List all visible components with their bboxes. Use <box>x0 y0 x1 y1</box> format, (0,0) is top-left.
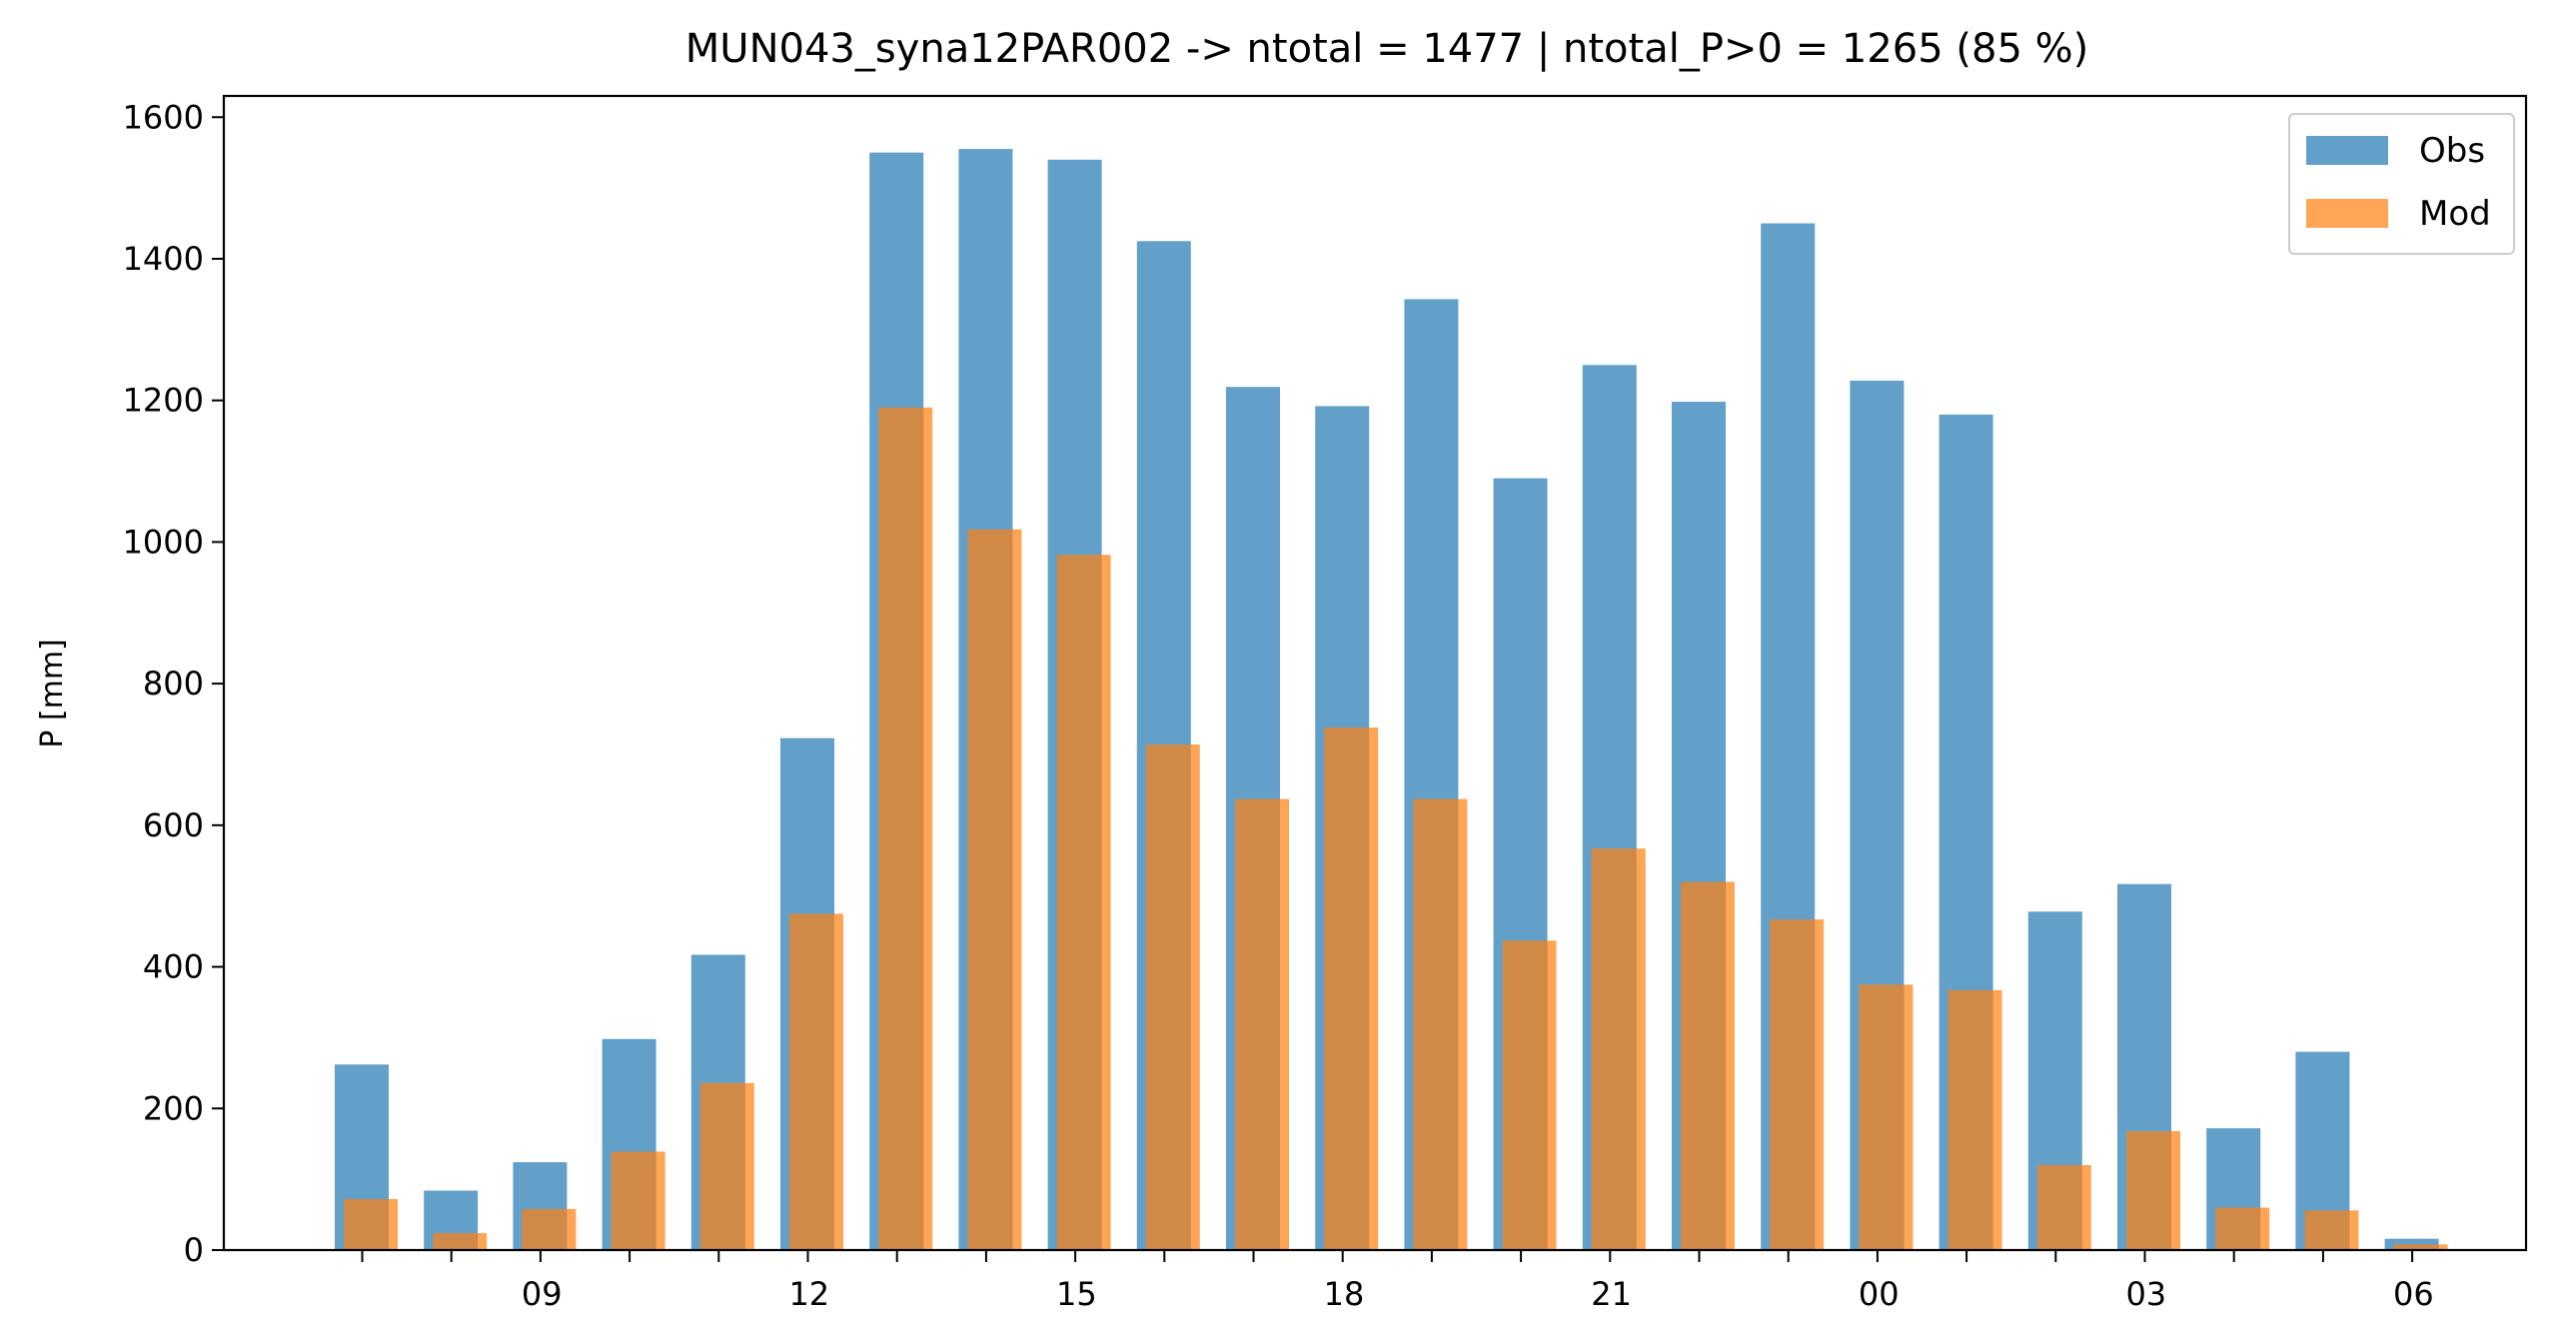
bar-mod-10 <box>522 1208 577 1250</box>
bar-mod-20 <box>1413 798 1468 1250</box>
y-tick-label: 1600 <box>123 98 204 136</box>
bar-mod-1 <box>1859 984 1914 1250</box>
y-tick-label: 600 <box>143 806 204 844</box>
legend-label-obs: Obs <box>2419 131 2485 171</box>
bar-mod-18 <box>1235 798 1289 1250</box>
bars-layer <box>335 149 2448 1251</box>
bar-mod-0 <box>1770 919 1825 1250</box>
legend: Obs Mod <box>2288 113 2515 255</box>
bar-mod-12 <box>699 1082 754 1250</box>
x-tick-label: 03 <box>2125 1275 2166 1313</box>
x-tick-label: 09 <box>522 1275 563 1313</box>
y-axis-label: P [mm] <box>35 639 70 747</box>
legend-swatch-mod <box>2306 199 2388 228</box>
bar-mod-16 <box>1056 555 1111 1250</box>
bar-mod-22 <box>1591 848 1646 1250</box>
bar-mod-4 <box>2126 1131 2180 1250</box>
bar-mod-15 <box>967 529 1022 1250</box>
plot-frame <box>222 94 2528 1252</box>
chart-title: MUN043_syna12PAR002 -> ntotal = 1477 | n… <box>685 26 2088 72</box>
bar-mod-17 <box>1145 744 1200 1250</box>
y-tick-label: 800 <box>143 665 204 702</box>
x-axis: 09 12 15 18 21 00 03 06 <box>361 1250 2434 1313</box>
bar-mod-14 <box>878 407 933 1250</box>
y-tick-label: 1000 <box>123 523 204 561</box>
y-tick-label: 1200 <box>123 382 204 420</box>
bar-mod-3 <box>2036 1165 2091 1250</box>
y-tick-label: 200 <box>143 1089 204 1127</box>
x-tick-label: 06 <box>2393 1275 2434 1313</box>
y-axis: 0 200 400 600 800 1000 1200 1400 1600 <box>123 98 224 1269</box>
bar-mod-23 <box>1681 881 1735 1250</box>
bar-mod-11 <box>611 1151 665 1250</box>
x-tick-label: 21 <box>1591 1275 1632 1313</box>
x-tick-label: 18 <box>1324 1275 1365 1313</box>
y-tick-label: 400 <box>143 948 204 986</box>
legend-swatch-obs <box>2306 136 2388 165</box>
bar-mod-21 <box>1502 940 1557 1250</box>
x-tick-label: 12 <box>788 1275 829 1313</box>
x-tick-label: 15 <box>1056 1275 1097 1313</box>
y-tick-label: 1400 <box>123 240 204 278</box>
bar-mod-8 <box>344 1199 398 1250</box>
bar-mod-2 <box>1947 989 2002 1250</box>
bar-mod-6 <box>2304 1210 2359 1250</box>
y-tick-label: 0 <box>184 1231 204 1269</box>
bar-mod-13 <box>789 913 843 1250</box>
x-tick-label: 00 <box>1859 1275 1900 1313</box>
bar-mod-9 <box>433 1233 488 1250</box>
bar-mod-5 <box>2215 1207 2270 1250</box>
legend-label-mod: Mod <box>2419 194 2491 234</box>
bar-mod-19 <box>1324 727 1379 1250</box>
bar-mod-7 <box>2393 1244 2448 1250</box>
